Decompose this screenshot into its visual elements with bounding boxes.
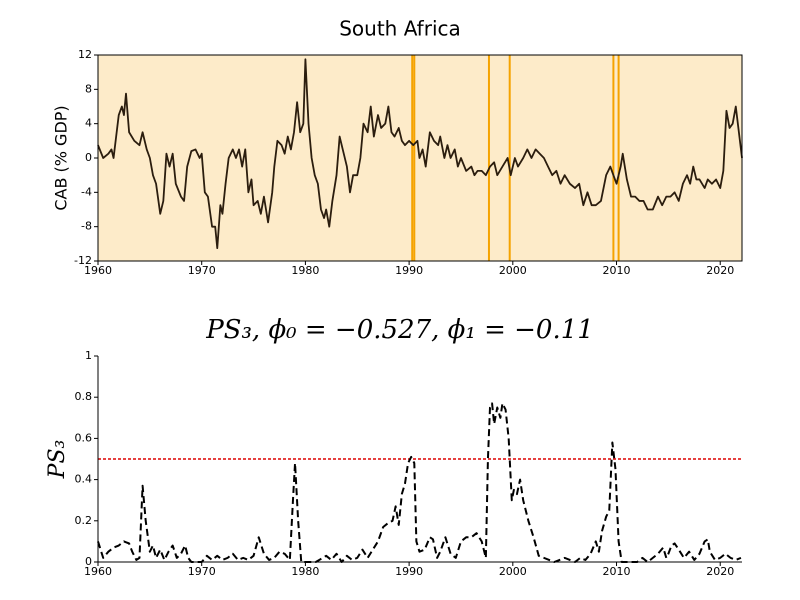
y-tick-label: 1 xyxy=(85,349,92,362)
x-tick-label: 1980 xyxy=(291,264,319,277)
y-axis-label: PS₃ xyxy=(45,440,70,480)
y-tick-label: 0.4 xyxy=(75,473,93,486)
x-tick-label: 1980 xyxy=(291,565,319,578)
x-tick-label: 1960 xyxy=(84,565,112,578)
x-tick-label: 2000 xyxy=(499,565,527,578)
y-tick-label: 0.6 xyxy=(75,431,93,444)
x-tick-label: 1990 xyxy=(395,264,423,277)
y-tick-label: -8 xyxy=(81,220,92,233)
y-axis-label: CAB (% GDP) xyxy=(52,105,71,210)
chart-title: PS₃, ϕ₀ = −0.527, ϕ₁ = −0.11 xyxy=(205,315,594,345)
x-tick-label: 2010 xyxy=(603,264,631,277)
y-tick-label: 0 xyxy=(85,555,92,568)
x-tick-label: 1970 xyxy=(188,565,216,578)
data-line xyxy=(97,402,742,563)
x-tick-label: 2000 xyxy=(499,264,527,277)
x-tick-label: 2010 xyxy=(603,565,631,578)
chart-title: South Africa xyxy=(339,17,461,41)
x-tick-label: 1990 xyxy=(395,565,423,578)
y-tick-label: 0.2 xyxy=(75,514,93,527)
y-tick-label: 0 xyxy=(85,151,92,164)
x-tick-label: 2020 xyxy=(706,565,734,578)
y-tick-label: -4 xyxy=(81,185,92,198)
y-tick-label: 0.8 xyxy=(75,390,93,403)
y-tick-label: 8 xyxy=(85,82,92,95)
data-line xyxy=(97,58,743,250)
y-tick-label: 12 xyxy=(78,48,92,61)
y-tick-label: 4 xyxy=(85,117,92,130)
x-tick-label: 1970 xyxy=(188,264,216,277)
x-tick-label: 1960 xyxy=(84,264,112,277)
y-tick-label: -12 xyxy=(74,254,92,267)
x-tick-label: 2020 xyxy=(706,264,734,277)
